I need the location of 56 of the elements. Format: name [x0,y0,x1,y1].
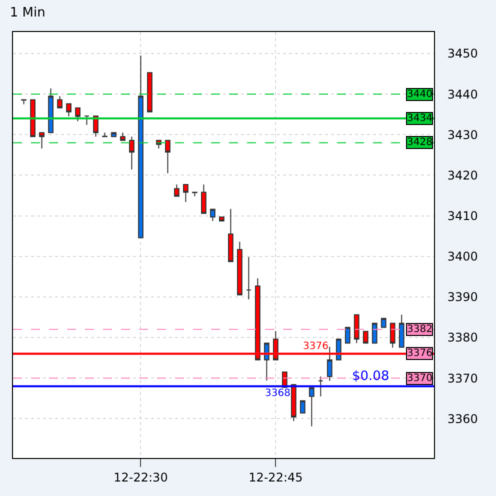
ref-line-label: 3376 [407,348,432,359]
y-tick-label: 3430 [447,128,478,142]
y-tick-label: 3380 [447,330,478,345]
annotation: $0.08 [352,369,390,384]
candlestick [39,132,44,149]
candlestick [398,314,404,348]
candlestick [48,88,54,134]
y-tick-label: 3390 [447,290,478,304]
candlestick [183,184,188,202]
x-tick-label: 12-22:45 [248,470,303,484]
y-tick-label: 3370 [447,371,478,386]
candlestick [165,140,170,174]
candlestick [219,216,224,222]
candlestick [300,400,306,414]
candlestick [66,103,72,117]
candlestick [318,376,324,397]
candlestick [228,208,234,262]
candlestick [84,115,90,126]
candlestick [120,132,126,141]
x-tick-label: 12-22:30 [114,470,168,484]
y-tick-label: 3450 [447,46,478,61]
candlestick [264,342,270,382]
chart-title: 1 Min [10,6,46,21]
candlestick [354,314,360,344]
candlestick [210,208,216,222]
candlestick [326,346,332,382]
candlestick [372,322,378,344]
candlestick [201,184,206,214]
annotation: 3376 [303,341,328,352]
y-tick-label: 3440 [447,87,478,102]
candlestick [246,256,252,300]
candlestick [129,136,134,170]
candlestick [336,338,342,360]
candlestick [30,99,36,138]
ref-line-label: 3440 [407,89,432,100]
y-tick-label: 3360 [447,412,478,426]
candlestick [75,107,80,122]
candlestick [111,132,116,138]
ref-line-label: 3382 [407,324,432,335]
ref-line-label: 3370 [407,373,432,384]
candlestick [308,387,314,427]
candlestick [362,330,368,344]
ref-line-label: 3434 [407,113,432,124]
y-tick-label: 3410 [447,208,478,223]
annotation: 3368 [265,388,290,399]
y-tick-label: 3400 [447,250,478,264]
ref-line-label: 3428 [407,137,432,148]
candlestick [147,72,152,112]
candlestick [380,318,386,328]
candlestick [174,184,180,197]
candlestick [344,326,350,344]
candlestick [290,384,296,422]
candlestick [236,241,242,296]
candlestick [390,322,396,348]
candlestick [57,96,62,108]
y-tick-label: 3420 [447,168,478,182]
